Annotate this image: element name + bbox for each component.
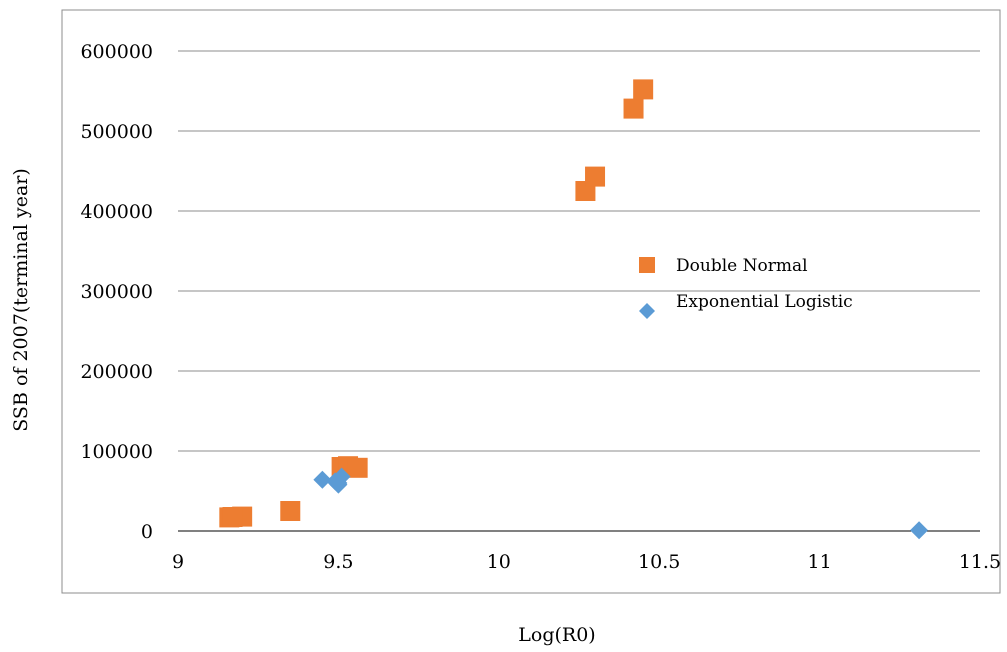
x-tick-label: 11 [808,551,832,573]
x-tick-label: 9.5 [323,551,353,573]
y-tick-label: 500000 [80,121,153,143]
y-tick-label: 300000 [80,281,153,303]
data-points [219,79,929,540]
double-normal-point [347,457,368,478]
legend-double-normal-marker [639,257,655,273]
legend-double-normal-label: Double Normal [676,256,808,276]
double-normal-point [633,79,654,100]
y-tick-labels: 0 100000 200000 300000 400000 500000 600000 [80,41,153,543]
y-axis-title: SSB of 2007(terminal year) [10,168,32,432]
x-axis-title: Log(R0) [518,624,595,646]
legend-exponential-logistic-marker [639,303,655,319]
y-tick-label: 100000 [80,441,153,463]
x-tick-label: 10 [487,551,511,573]
y-tick-label: 400000 [80,201,153,223]
y-tick-label: 0 [141,521,153,543]
legend: Double Normal Exponential Logistic [639,256,853,319]
double-normal-point [280,501,301,521]
x-tick-label: 10.5 [638,551,680,573]
exponential-logistic-point [313,470,332,489]
double-normal-point [222,507,243,527]
x-tick-label: 9 [172,551,184,573]
exponential-logistic-point [329,474,348,492]
double-normal-point [623,98,644,119]
legend-exponential-logistic-label: Exponential Logistic [676,292,853,312]
double-normal-point [585,166,606,187]
exponential-logistic-point [910,521,929,540]
y-tick-label: 200000 [80,361,153,383]
x-tick-labels: 9 9.5 10 10.5 11 11.5 [172,551,1001,573]
chart-area-border [61,9,1001,594]
x-tick-label: 11.5 [959,551,1001,573]
gridlines [178,50,980,532]
y-tick-label: 600000 [80,41,153,63]
